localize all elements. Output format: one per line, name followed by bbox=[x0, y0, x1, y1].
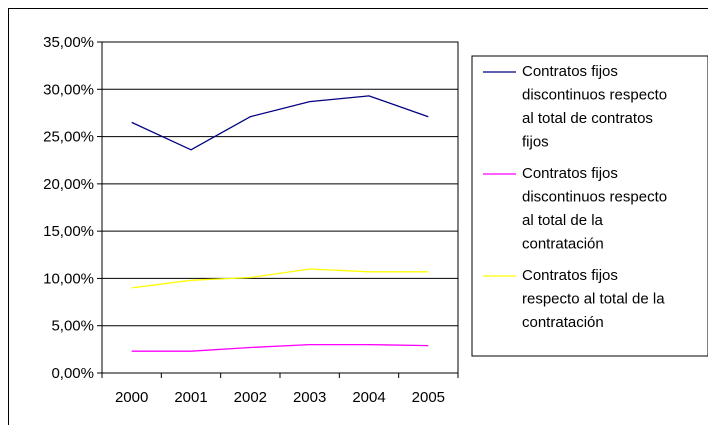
y-tick-label: 35,00% bbox=[43, 34, 94, 51]
gridlines bbox=[102, 88, 458, 327]
legend: Contratos fijos discontinuos respecto al t… bbox=[471, 55, 708, 357]
x-axis-ticks: 2000 2001 2002 2003 2004 2005 bbox=[101, 373, 459, 406]
y-tick-label: 25,00% bbox=[43, 129, 94, 146]
y-tick-label: 30,00% bbox=[43, 81, 94, 98]
legend-label: contratación bbox=[522, 236, 604, 253]
x-tick-label: 2000 bbox=[115, 389, 148, 406]
series-line-3 bbox=[131, 268, 429, 289]
legend-label: respecto al total de la bbox=[522, 291, 665, 308]
series-line-1 bbox=[131, 95, 429, 151]
x-tick-label: 2001 bbox=[174, 389, 207, 406]
x-tick-label: 2003 bbox=[293, 389, 326, 406]
series-line-2 bbox=[131, 343, 429, 352]
x-tick-label: 2005 bbox=[412, 389, 445, 406]
y-axis-ticks: 0,00% 5,00% 10,00% 15,00% 20,00% 25,00% 30,00%… bbox=[43, 34, 102, 382]
series-lines bbox=[131, 95, 429, 352]
chart-frame bbox=[8, 8, 708, 425]
legend-box bbox=[471, 55, 708, 357]
legend-label: contratación bbox=[522, 314, 604, 331]
x-tick-label: 2004 bbox=[352, 389, 385, 406]
plot-area bbox=[101, 41, 459, 374]
y-tick-label: 0,00% bbox=[51, 365, 94, 382]
y-tick-label: 5,00% bbox=[51, 318, 94, 335]
legend-label: discontinuos respecto bbox=[522, 87, 667, 104]
legend-label: al total de contratos bbox=[522, 110, 653, 127]
legend-label: Contratos fijos bbox=[522, 267, 618, 284]
axes bbox=[101, 41, 459, 374]
legend-label: Contratos fijos bbox=[522, 165, 618, 182]
y-tick-label: 15,00% bbox=[43, 223, 94, 240]
y-tick-label: 20,00% bbox=[43, 176, 94, 193]
x-tick-label: 2002 bbox=[234, 389, 267, 406]
legend-label: discontinuos respecto bbox=[522, 189, 667, 206]
legend-label: al total de la bbox=[522, 212, 604, 229]
y-tick-label: 10,00% bbox=[43, 270, 94, 287]
legend-label: Contratos fijos bbox=[522, 63, 618, 80]
legend-label: fijos bbox=[522, 134, 549, 151]
